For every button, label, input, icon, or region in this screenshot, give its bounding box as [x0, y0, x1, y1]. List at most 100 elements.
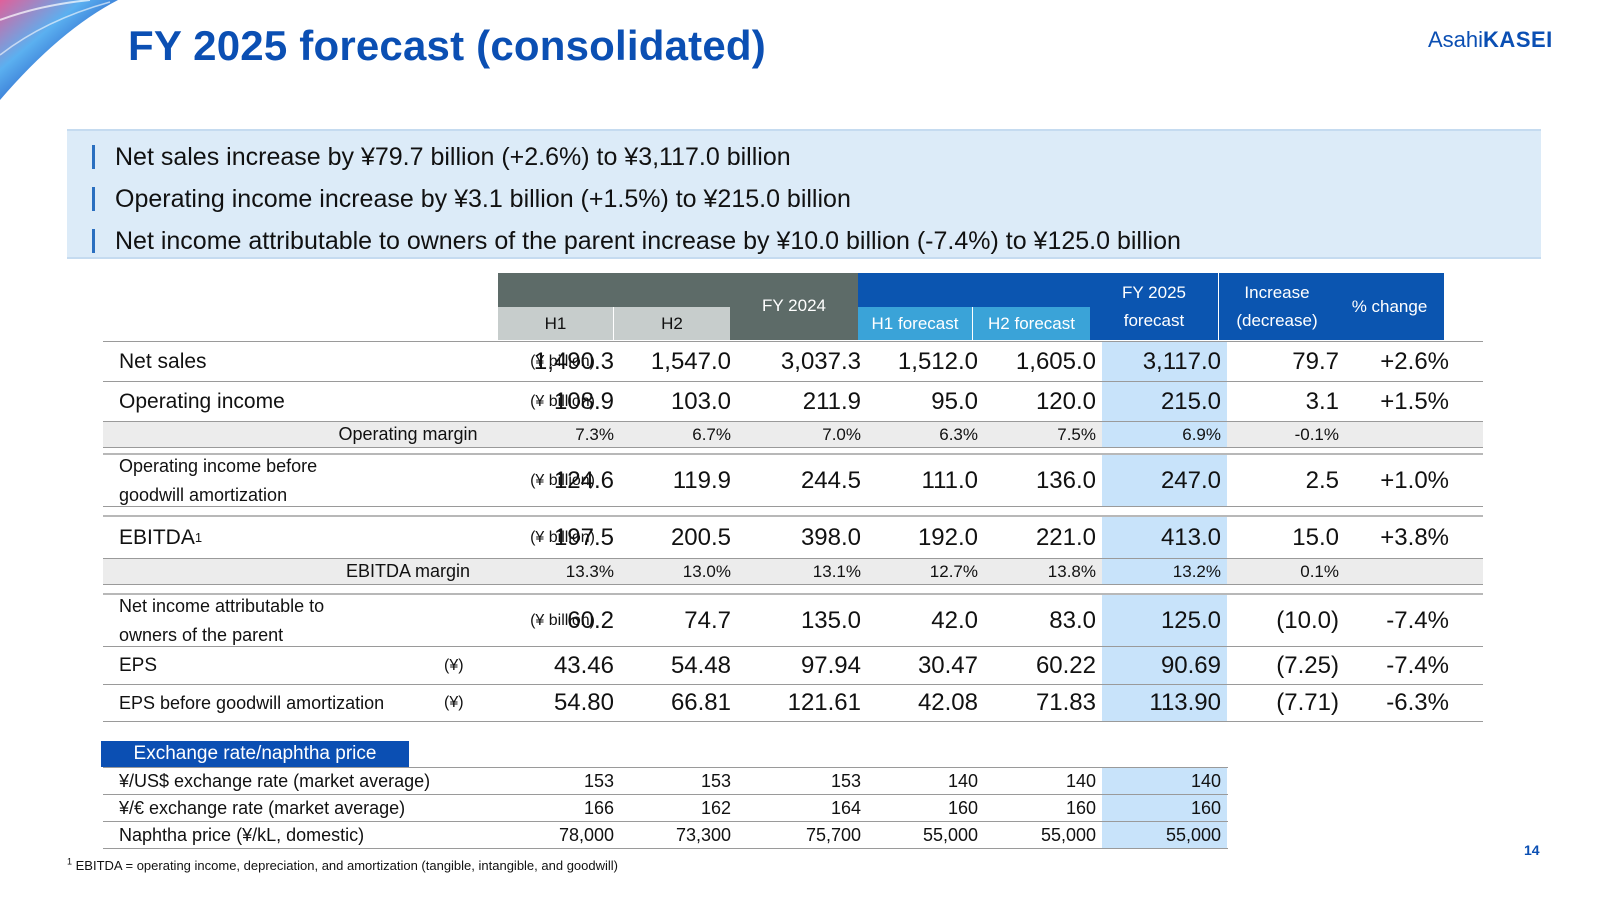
header-increase: Increase (decrease): [1219, 273, 1335, 340]
row-label-line2: owners of the parent: [119, 624, 284, 645]
value-pct-change: -6.3%: [1386, 689, 1449, 716]
bullet-bar: [92, 187, 95, 211]
value-pct-change: +3.8%: [1380, 523, 1449, 551]
value-h2-forecast: 13.8%: [1047, 561, 1096, 581]
row-unit: (¥ billion): [530, 352, 595, 370]
value-h1-forecast: 55,000: [922, 824, 978, 845]
value-pct-change: +1.0%: [1380, 466, 1449, 494]
header-h1: H1: [498, 307, 614, 340]
value-h2: 54.48: [670, 651, 731, 679]
financial-table: H1 H2 FY 2024 H1 forecast H2 forecast FY…: [103, 273, 1483, 722]
value-fy2025: 215.0: [1102, 382, 1227, 421]
value-fy2024: 7.0%: [822, 424, 861, 444]
page-title: FY 2025 forecast (consolidated): [128, 22, 766, 69]
value-fy2024: 75,700: [805, 824, 861, 845]
summary-line: Net income attributable to owners of the…: [67, 220, 1541, 262]
value-increase: 79.7: [1292, 347, 1339, 375]
row-label: ¥/€ exchange rate (market average): [119, 797, 406, 818]
value-h2: 13.0%: [682, 561, 731, 581]
header-h1-forecast: H1 forecast: [858, 307, 973, 340]
value-fy2024: 97.94: [800, 651, 861, 679]
header-fy2025-line2: forecast: [1123, 310, 1185, 330]
value-h1-forecast: 6.3%: [939, 424, 978, 444]
summary-text: Net income attributable to owners of the…: [115, 226, 1181, 255]
page-number: 14: [1524, 842, 1540, 858]
value-h2-forecast: 7.5%: [1057, 424, 1096, 444]
value-h2-forecast: 55,000: [1040, 824, 1096, 845]
summary-box: Net sales increase by ¥79.7 billion (+2.…: [67, 129, 1541, 259]
header-fy2025-forecast: FY 2025 forecast: [1090, 273, 1218, 340]
value-h2: 103.0: [670, 387, 731, 415]
value-h2: 119.9: [672, 466, 731, 494]
value-h1: 108.9: [553, 387, 614, 415]
value-increase: 0.1%: [1300, 561, 1339, 581]
row-unit: (¥ billion): [530, 392, 595, 410]
value-h1-forecast: 192.0: [917, 523, 978, 551]
value-h2: 200.5: [670, 523, 731, 551]
header-pct-change: % change: [1351, 296, 1428, 316]
value-h1-forecast: 95.0: [931, 387, 978, 415]
value-fy2024: 153: [830, 770, 861, 791]
bullet-bar: [92, 229, 95, 253]
value-fy2024: 398.0: [800, 523, 861, 551]
row-label-line1: Operating income before: [119, 455, 318, 476]
summary-text: Operating income increase by ¥3.1 billio…: [115, 184, 851, 213]
summary-text: Net sales increase by ¥79.7 billion (+2.…: [115, 142, 791, 171]
value-increase: (7.25): [1276, 651, 1339, 679]
value-h2-forecast: 221.0: [1035, 523, 1096, 551]
value-increase: 15.0: [1292, 523, 1339, 551]
value-h1: 124.6: [553, 466, 614, 494]
row-label: EBITDA margin: [345, 561, 471, 581]
value-h2: 162: [700, 797, 731, 818]
fy2024-header-fill: [730, 307, 858, 340]
row-unit: (¥ billion): [530, 471, 595, 489]
value-fy2024: 244.5: [800, 466, 861, 494]
row-label-line1: Net income attributable to: [119, 595, 325, 616]
value-h1-forecast: 1,512.0: [897, 347, 978, 375]
table-row: Operating margin 7.3% 6.7% 7.0% 6.3% 7.5…: [103, 422, 1483, 448]
value-fy2025: 13.2%: [1102, 559, 1227, 584]
table-row: EBITDA 1 (¥ billion) 197.5 200.5 398.0 19…: [103, 515, 1483, 559]
value-h2: 66.81: [670, 689, 731, 716]
decorative-swoosh: [0, 0, 118, 100]
fy2024-header-band: [498, 273, 858, 307]
table-row: Naphtha price (¥/kL, domestic) 78,000 73…: [103, 822, 1228, 849]
value-increase: -0.1%: [1294, 424, 1339, 444]
value-h2-forecast: 140: [1065, 770, 1096, 791]
value-h2: 6.7%: [692, 424, 731, 444]
row-label-line2: goodwill amortization: [119, 484, 288, 505]
value-fy2024: 211.9: [802, 387, 861, 415]
header-increase-line2: (decrease): [1236, 310, 1318, 330]
row-label: Net income attributable to owners of the…: [103, 595, 413, 646]
value-h1-forecast: 42.08: [917, 689, 978, 716]
value-fy2025: 247.0: [1102, 455, 1227, 506]
value-h2-forecast: 136.0: [1035, 466, 1096, 494]
table-row: EPS (¥) 43.46 54.48 97.94 30.47 60.22 90…: [103, 647, 1483, 685]
value-h1: 78,000: [558, 824, 614, 845]
row-unit: (¥): [444, 656, 464, 674]
value-fy2025: 3,117.0: [1102, 342, 1227, 381]
value-h1: 60.2: [567, 606, 614, 634]
header-h2: H2: [614, 307, 730, 340]
fx-table: ¥/US$ exchange rate (market average) 153…: [103, 767, 1228, 849]
table-row: Operating income before goodwill amortiz…: [103, 453, 1483, 507]
table-header: H1 H2 FY 2024 H1 forecast H2 forecast FY…: [103, 273, 1483, 349]
value-h2-forecast: 1,605.0: [1015, 347, 1096, 375]
company-logo: Asahi KASEI: [1428, 27, 1553, 53]
value-increase: (7.71): [1276, 689, 1339, 716]
bullet-bar: [92, 145, 95, 169]
table-row: EBITDA margin 13.3% 13.0% 13.1% 12.7% 13…: [103, 559, 1483, 585]
value-h1: 13.3%: [565, 561, 614, 581]
value-pct-change: +2.6%: [1380, 347, 1449, 375]
value-h2-forecast: 120.0: [1035, 387, 1096, 415]
logo-kasei: KASEI: [1483, 27, 1553, 52]
value-h2-forecast: 83.0: [1049, 606, 1096, 634]
row-label: Operating income before goodwill amortiz…: [103, 455, 413, 506]
value-h1-forecast: 140: [947, 770, 978, 791]
header-fy2024: FY 2024: [762, 296, 826, 315]
value-h2-forecast: 60.22: [1035, 651, 1096, 679]
value-fy2025: 90.69: [1102, 647, 1227, 684]
value-fy2025: 113.90: [1102, 685, 1227, 721]
fx-section-title: Exchange rate/naphtha price: [101, 741, 409, 767]
value-h2: 1,547.0: [650, 347, 731, 375]
